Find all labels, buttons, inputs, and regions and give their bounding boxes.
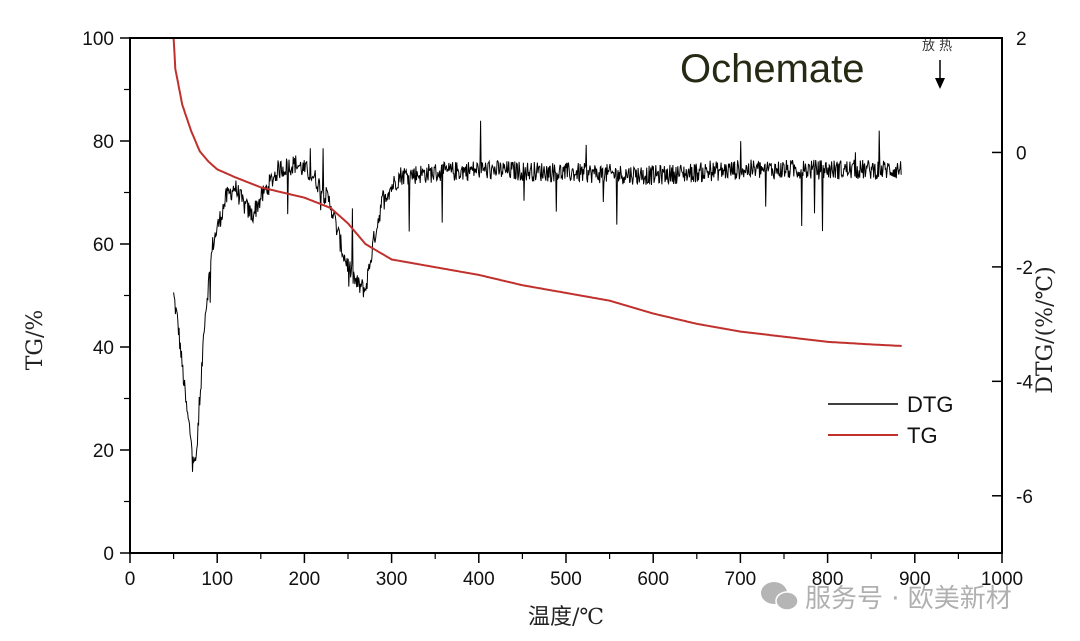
y-left-tick-label: 20 [93,441,114,462]
x-tick-label: 400 [463,569,495,590]
x-tick-label: 600 [637,569,669,590]
exotherm-annotation: 放 热 [922,39,952,54]
exotherm-arrow-icon [935,60,945,89]
x-axis-label: 温度/℃ [528,605,604,630]
x-tick-label: 200 [289,569,321,590]
x-tick-label: 800 [812,569,844,590]
x-tick-label: 500 [550,569,582,590]
watermark: 服务号 · 欧美新材 [761,582,1012,614]
dtg-series-line [173,120,902,472]
y-left-tick-label: 100 [82,29,114,50]
y-axis-right-label: DTG/(%/℃) [1033,266,1058,393]
x-tick-label: 900 [899,569,931,590]
legend-tg-label: TG [907,423,938,448]
y-left-tick-label: 60 [93,235,114,256]
x-tick-label: 0 [125,569,136,590]
y-left-tick-label: 40 [93,338,114,359]
tg-series-line [172,37,902,347]
y-left-tick-label: 80 [93,132,114,153]
y-right-tick-label: -6 [1016,487,1033,508]
legend: DTG TG [828,392,953,448]
x-tick-label: 1000 [981,569,1023,590]
legend-dtg-label: DTG [907,392,953,417]
plot-frame [129,37,1003,554]
wechat-icon [761,582,799,611]
y-axis-left-label: TG/% [23,310,48,371]
x-tick-label: 700 [725,569,757,590]
brand-label: Ochemate [680,47,865,91]
y-right-tick-label: 0 [1016,143,1027,164]
y-right-tick-label: -2 [1016,258,1033,279]
x-tick-label: 100 [201,569,233,590]
y-right-tick-label: -4 [1016,372,1033,393]
x-tick-label: 300 [376,569,408,590]
y-right-tick-label: 2 [1016,29,1027,50]
y-left-tick-label: 0 [103,544,114,565]
watermark-text: 服务号 · 欧美新材 [805,584,1012,614]
